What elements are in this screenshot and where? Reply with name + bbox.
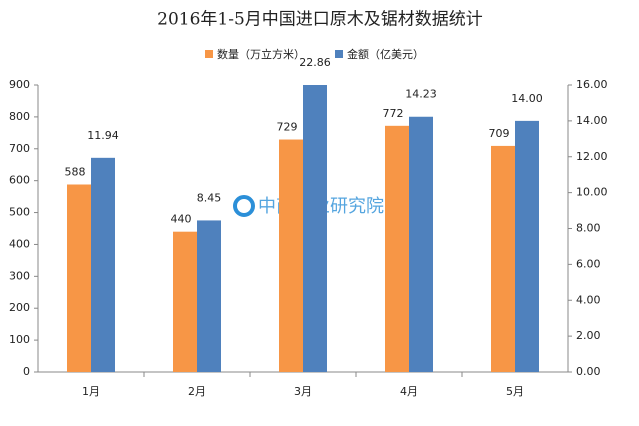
y2-tick-label: 10.00	[576, 186, 608, 199]
y2-tick-label: 14.00	[576, 114, 608, 127]
legend-swatch	[335, 50, 343, 58]
data-label: 709	[489, 127, 510, 140]
legend-label: 数量（万立方米）	[217, 47, 305, 61]
x-tick-label: 5月	[506, 385, 524, 398]
chart-title: 2016年1-5月中国进口原木及锯材数据统计	[157, 10, 483, 30]
bar	[91, 157, 115, 372]
data-label: 588	[65, 165, 86, 178]
y-tick-label: 600	[9, 174, 30, 187]
data-label: 440	[171, 213, 192, 226]
data-label: 729	[277, 121, 298, 134]
data-label: 8.45	[197, 191, 222, 204]
y-tick-label: 800	[9, 110, 30, 123]
x-tick-label: 1月	[82, 385, 100, 398]
legend-label: 金额（亿美元）	[347, 47, 424, 61]
x-tick-label: 4月	[400, 385, 418, 398]
y-tick-label: 0	[23, 365, 30, 378]
bar	[409, 116, 433, 372]
data-label: 14.23	[405, 88, 437, 101]
bar	[515, 120, 539, 372]
data-label: 772	[383, 107, 404, 120]
y-tick-label: 500	[9, 206, 30, 219]
y-tick-label: 400	[9, 237, 30, 250]
bar	[491, 145, 515, 372]
y2-tick-label: 2.00	[576, 329, 601, 342]
watermark-logo	[233, 195, 255, 217]
bar	[385, 125, 409, 372]
y2-tick-label: 16.00	[576, 78, 608, 91]
bar	[173, 231, 197, 372]
y2-tick-label: 8.00	[576, 222, 601, 235]
y-tick-label: 700	[9, 142, 30, 155]
bar	[197, 220, 221, 372]
y-tick-label: 200	[9, 301, 30, 314]
legend-swatch	[205, 50, 213, 58]
plot-area	[67, 85, 539, 372]
data-label: 11.94	[87, 129, 119, 142]
bar	[279, 139, 303, 372]
y-tick-label: 300	[9, 269, 30, 282]
y-tick-label: 900	[9, 78, 30, 91]
y-tick-label: 100	[9, 333, 30, 346]
y2-tick-label: 6.00	[576, 257, 601, 270]
data-label: 22.86	[299, 56, 331, 69]
bar	[67, 184, 91, 372]
data-label: 14.00	[511, 92, 543, 105]
y2-tick-label: 0.00	[576, 365, 601, 378]
y2-tick-label: 4.00	[576, 293, 601, 306]
x-tick-label: 3月	[294, 385, 312, 398]
bar	[303, 85, 327, 372]
y2-tick-label: 12.00	[576, 150, 608, 163]
x-tick-label: 2月	[188, 385, 206, 398]
